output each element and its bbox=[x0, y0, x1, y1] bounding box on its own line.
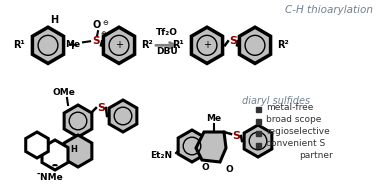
Text: convenient S: convenient S bbox=[266, 139, 325, 148]
Text: diaryl sulfides: diaryl sulfides bbox=[242, 96, 310, 106]
Polygon shape bbox=[26, 132, 48, 158]
Polygon shape bbox=[64, 135, 92, 167]
Text: Me: Me bbox=[206, 114, 222, 123]
FancyBboxPatch shape bbox=[256, 131, 261, 136]
Text: H: H bbox=[50, 15, 58, 25]
Polygon shape bbox=[33, 27, 64, 63]
Polygon shape bbox=[196, 132, 226, 162]
Text: R¹: R¹ bbox=[172, 40, 184, 50]
Text: O: O bbox=[201, 163, 209, 172]
Text: OMe: OMe bbox=[53, 88, 76, 97]
Text: partner: partner bbox=[299, 151, 333, 160]
Text: metal-free: metal-free bbox=[266, 103, 313, 112]
Text: C-H thioarylation: C-H thioarylation bbox=[285, 5, 373, 15]
Text: R²: R² bbox=[277, 40, 289, 50]
Text: +: + bbox=[66, 38, 78, 52]
Text: H: H bbox=[71, 144, 77, 153]
FancyBboxPatch shape bbox=[256, 143, 261, 148]
FancyBboxPatch shape bbox=[256, 107, 261, 112]
Polygon shape bbox=[178, 130, 206, 162]
Text: O: O bbox=[93, 20, 101, 30]
Polygon shape bbox=[104, 27, 135, 63]
Text: +: + bbox=[115, 40, 123, 50]
Polygon shape bbox=[109, 100, 137, 132]
FancyBboxPatch shape bbox=[256, 119, 261, 124]
Text: R¹: R¹ bbox=[13, 40, 25, 50]
Text: ̄NMe: ̄NMe bbox=[40, 173, 64, 182]
Text: broad scope: broad scope bbox=[266, 116, 321, 125]
Polygon shape bbox=[42, 140, 68, 170]
Polygon shape bbox=[64, 105, 92, 137]
Text: S: S bbox=[232, 131, 240, 141]
Polygon shape bbox=[244, 125, 272, 157]
Text: S: S bbox=[92, 36, 100, 46]
Polygon shape bbox=[191, 27, 223, 63]
Text: R²: R² bbox=[141, 40, 153, 50]
Text: +: + bbox=[203, 40, 211, 50]
Polygon shape bbox=[239, 27, 271, 63]
Text: Et₂N: Et₂N bbox=[150, 151, 172, 160]
Text: S: S bbox=[229, 36, 237, 46]
Text: ⊖: ⊖ bbox=[102, 20, 108, 26]
Text: Me: Me bbox=[65, 40, 80, 49]
Text: Tf₂O: Tf₂O bbox=[156, 28, 178, 37]
Text: O: O bbox=[225, 165, 233, 174]
Text: ⊕: ⊕ bbox=[100, 31, 106, 37]
Text: DBU: DBU bbox=[156, 47, 178, 56]
Text: S: S bbox=[97, 103, 105, 113]
Text: regioselective: regioselective bbox=[266, 128, 330, 137]
